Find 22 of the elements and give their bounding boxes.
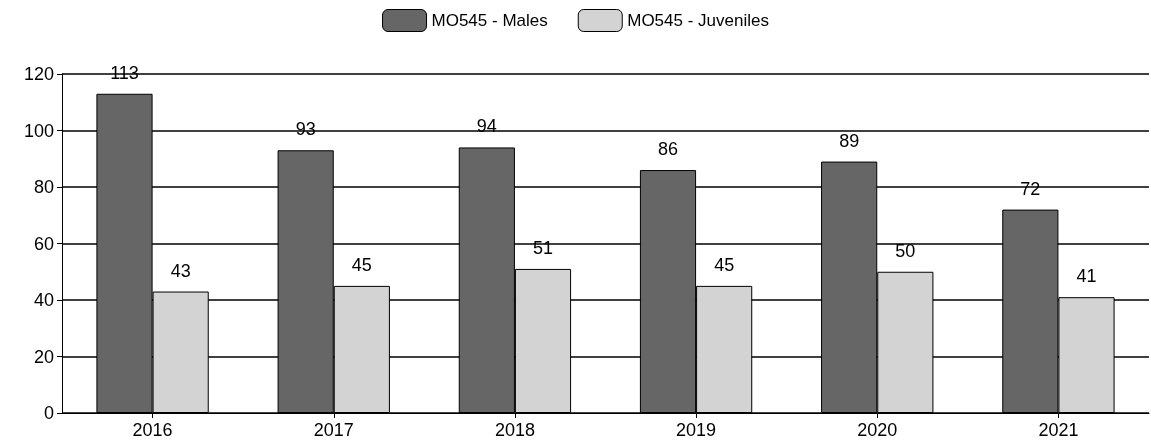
x-tick-label: 2019 (676, 420, 717, 440)
x-tick-label: 2021 (1038, 420, 1079, 440)
data-label: 50 (895, 240, 916, 261)
data-label: 45 (714, 254, 735, 275)
y-tick-label: 60 (33, 233, 54, 254)
x-tick-label: 2016 (132, 420, 173, 440)
data-label: 86 (657, 139, 679, 160)
legend-label: MO545 - Juveniles (627, 11, 769, 30)
y-tick-label: 100 (23, 120, 54, 141)
data-label: 45 (351, 254, 372, 275)
y-tick-label: 0 (43, 403, 54, 423)
x-tick-label: 2018 (494, 420, 535, 440)
y-tick-label: 20 (33, 346, 54, 367)
x-tick-label: 2017 (313, 420, 354, 440)
y-tick-label: 80 (33, 177, 54, 197)
data-label: 89 (839, 130, 860, 151)
legend-label: MO545 - Males (431, 11, 548, 30)
y-tick-label: 40 (33, 290, 54, 310)
x-tick-label: 2020 (857, 420, 898, 440)
data-label: 41 (1076, 266, 1097, 287)
y-tick-label: 120 (23, 64, 54, 84)
data-label: 43 (170, 260, 191, 281)
